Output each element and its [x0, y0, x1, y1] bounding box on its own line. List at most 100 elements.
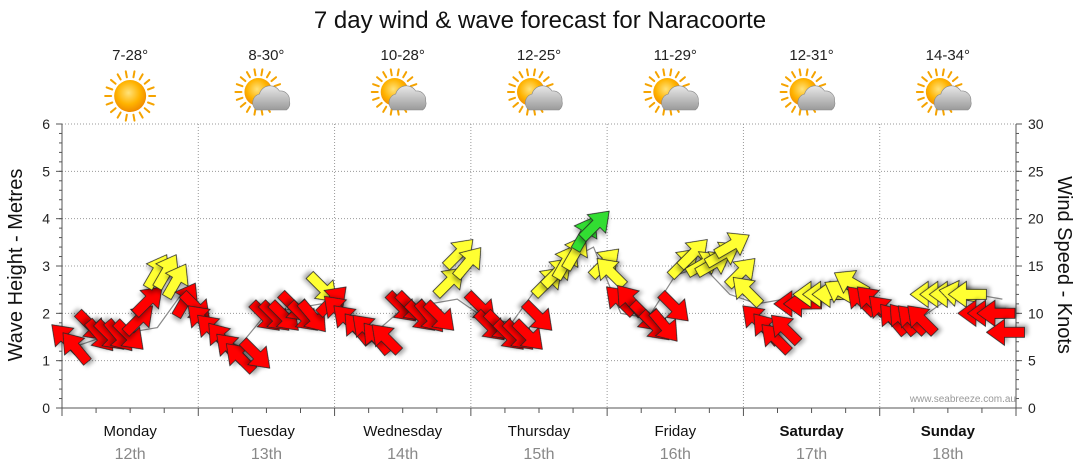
left-tick-label: 0 — [42, 400, 50, 416]
sun-ray — [682, 83, 690, 88]
sun-ray — [143, 107, 151, 114]
wind-arrow — [422, 299, 455, 331]
sun-ray — [143, 78, 151, 85]
left-tick-label: 6 — [42, 116, 50, 132]
sun-ray — [526, 107, 530, 116]
sun-ray — [805, 68, 809, 77]
sun-ray — [265, 71, 271, 79]
sun-ray — [105, 86, 114, 91]
sun-ray — [518, 71, 524, 79]
temperature-range: 12-25° — [517, 47, 561, 64]
sun-ray — [372, 83, 380, 88]
grid — [62, 123, 1016, 408]
sun-ray — [146, 86, 155, 91]
right-axis-title: Wind Speed - Knots — [1053, 176, 1075, 354]
sun-ray — [644, 96, 653, 101]
sun-ray — [382, 71, 388, 79]
partly-cloudy-icon — [643, 68, 699, 116]
right-tick-label: 30 — [1028, 116, 1044, 132]
sun-ray — [132, 113, 136, 122]
sun-ray — [239, 101, 247, 108]
sun-ray — [406, 76, 414, 83]
day-date: 16th — [660, 446, 691, 463]
wind-arrow — [770, 314, 803, 347]
wind-arrow — [596, 258, 629, 290]
left-tick-label: 4 — [42, 211, 50, 227]
chart-title: 7 day wind & wave forecast for Naracoort… — [314, 7, 766, 34]
sun-ray — [376, 76, 383, 83]
axes: 0 1 2 3 4 5 6 0 5 10 15 20 25 30 — [42, 116, 1044, 416]
wind-arrow — [947, 280, 987, 309]
watermark: www.seabreeze.com.au — [909, 394, 1016, 405]
sun-ray — [679, 76, 686, 83]
wind-arrow — [732, 276, 765, 309]
sun-ray — [389, 107, 393, 116]
sun-ray — [109, 78, 117, 85]
sun-ray — [917, 83, 925, 88]
wind-arrow — [238, 337, 271, 369]
day-name: Monday — [103, 423, 157, 440]
sun-ray — [235, 83, 244, 88]
day-date: 14th — [387, 446, 418, 463]
cloud — [388, 85, 427, 111]
day-date: 12th — [115, 446, 146, 463]
sun-ray — [811, 71, 817, 79]
wind-arrow — [976, 299, 1016, 328]
wind-arrow — [713, 232, 750, 259]
sun-ray — [396, 68, 400, 77]
sun-ray — [402, 71, 408, 79]
day-date: 17th — [796, 446, 827, 463]
day-name: Friday — [654, 423, 696, 440]
temperature-range: 12-31° — [789, 47, 833, 64]
sun-ray — [784, 101, 792, 108]
wind-arrows — [51, 210, 1025, 375]
cloud — [252, 85, 291, 111]
wind-arrow — [452, 247, 482, 281]
left-tick-label: 1 — [42, 353, 50, 369]
sun-ray — [245, 71, 251, 79]
day-date: 18th — [932, 446, 963, 463]
sun-ray — [124, 113, 128, 122]
sun-ray — [518, 105, 524, 113]
sun-disc — [114, 80, 147, 112]
sun-ray — [927, 105, 933, 113]
sun-ray — [260, 68, 264, 77]
sun-ray — [654, 71, 660, 79]
wind-arrow — [578, 210, 610, 243]
sun-ray — [132, 70, 136, 79]
sun-ray — [791, 71, 797, 79]
sun-ray — [654, 105, 660, 113]
partly-cloudy-icon — [779, 68, 836, 116]
sun-ray — [382, 105, 388, 113]
day-labels: Monday 12th Tuesday 13th Wednesday 14th Thursd… — [103, 423, 975, 463]
sun-ray — [512, 101, 519, 108]
cloud — [661, 85, 699, 111]
left-tick-label: 3 — [42, 258, 50, 274]
cloud — [524, 85, 563, 111]
sun-ray — [124, 70, 128, 79]
sun-ray — [947, 71, 953, 79]
sun-ray — [545, 83, 554, 88]
sun-ray — [669, 68, 673, 77]
sun-ray — [508, 83, 517, 88]
sun-ray — [526, 68, 530, 77]
sun-ray — [273, 83, 282, 88]
right-tick-label: 25 — [1028, 163, 1044, 179]
sun-ray — [508, 96, 517, 101]
sun-ray — [791, 105, 797, 113]
sun-ray — [235, 96, 244, 101]
wind-arrow — [657, 289, 689, 322]
sun-ray — [798, 68, 802, 77]
right-tick-label: 5 — [1028, 353, 1036, 369]
left-axis-title: Wave Height - Metres — [5, 169, 27, 362]
day-date: 15th — [523, 446, 554, 463]
sunny-icon — [104, 70, 157, 122]
sun-ray — [648, 76, 656, 83]
sun-ray — [662, 107, 666, 116]
sun-ray — [921, 76, 928, 83]
right-tick-label: 0 — [1028, 400, 1036, 416]
sun-ray — [409, 83, 418, 88]
wind-arrow — [62, 332, 92, 366]
sun-ray — [538, 71, 544, 79]
